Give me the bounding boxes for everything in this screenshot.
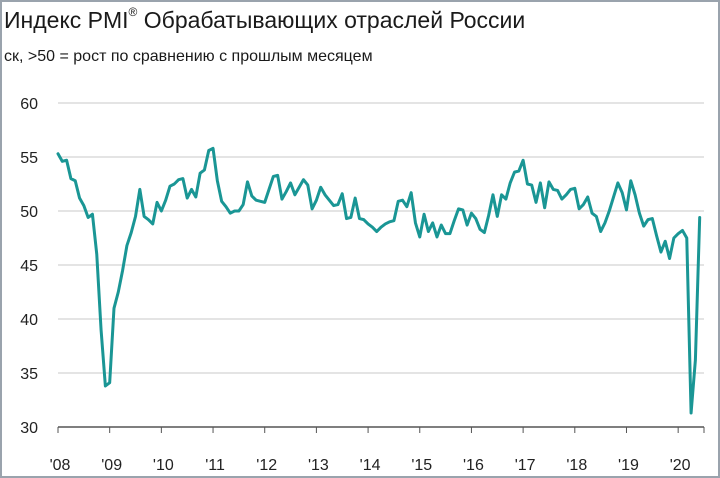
x-tick-label: '17 [515,457,536,474]
x-tick-label: '12 [256,457,277,474]
y-tick-label: 50 [20,204,38,221]
x-tick-label: '20 [670,457,691,474]
gridlines [58,102,704,374]
x-axis: '08 '09 '10 '11 '12 '13 '14 '15 '16 '17 '18 '19 '20 [50,426,705,474]
title-main: Индекс PMI [4,7,129,33]
title-rest: Обрабатывающих отраслей России [137,7,526,33]
y-tick-label: 35 [20,366,38,383]
x-tick-label: '16 [463,457,484,474]
x-tick-label: '15 [411,457,432,474]
x-tick-label: '09 [101,457,122,474]
y-tick-label: 55 [20,150,38,167]
y-axis-ticks: 30 35 40 45 50 55 60 [20,96,38,437]
y-tick-label: 60 [20,96,38,113]
x-tick-label: '19 [618,457,639,474]
x-tick-label: '14 [360,457,381,474]
chart-title: Индекс PMI® Обрабатывающих отраслей Росс… [4,5,526,34]
x-tick-label: '18 [566,457,587,474]
y-tick-label: 30 [20,420,38,437]
pmi-series-line [56,146,702,415]
registered-mark: ® [128,5,138,19]
series-group [56,146,702,415]
y-tick-label: 40 [20,312,38,329]
y-tick-label: 45 [20,258,38,275]
chart-subtitle: ск, >50 = рост по сравнению с прошлым ме… [4,48,373,65]
x-tick-label: '10 [153,457,174,474]
x-tick-label: '11 [205,457,225,474]
x-tick-label: '13 [308,457,329,474]
x-tick-label: '08 [50,457,71,474]
